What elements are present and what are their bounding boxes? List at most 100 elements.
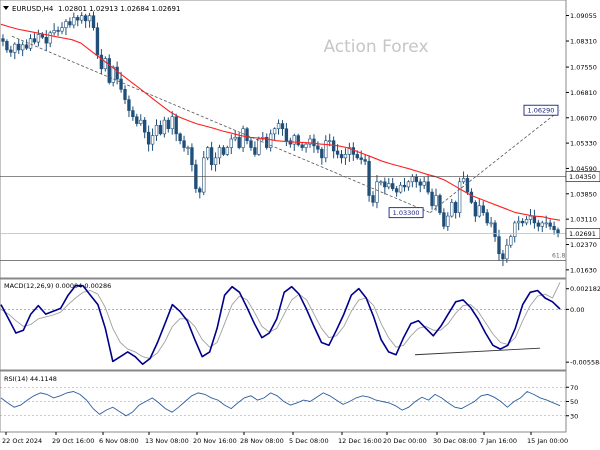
candle-body (485, 212, 489, 224)
candle-body (5, 41, 9, 51)
candle-body (320, 148, 324, 159)
candle-body (107, 58, 111, 83)
candle-body (95, 27, 100, 56)
dashed-trendline-up (429, 109, 561, 213)
candle-body (422, 181, 426, 186)
candle-body (221, 147, 226, 155)
candle-body (284, 128, 289, 142)
candle-body (394, 188, 399, 193)
chart-header: EURUSD,H4 1.02801 1.02913 1.02684 1.0269… (3, 5, 180, 13)
candle-body (146, 131, 151, 145)
candle-body (17, 43, 21, 51)
candle-body (131, 110, 135, 118)
candle-body (461, 178, 466, 183)
candle-body (9, 49, 13, 53)
candle-body (296, 135, 300, 146)
time-tick-label: 20 Nov 16:00 (193, 437, 237, 445)
price-tick-label: 1.09055 (570, 12, 597, 20)
candle-body (64, 21, 68, 28)
price-tick-label: 1.02370 (570, 241, 597, 249)
candle-body (143, 119, 147, 133)
symbol-label: EURUSD,H4 (12, 5, 54, 13)
collapse-triangle-icon[interactable] (3, 6, 9, 10)
candle-body (398, 184, 403, 193)
candle-body (123, 89, 127, 100)
candle-body (473, 202, 478, 217)
candle-body (520, 220, 525, 224)
candle-body (406, 181, 411, 188)
candle-body (115, 66, 119, 80)
candle-body (343, 154, 348, 159)
candle-body (135, 116, 139, 124)
candle-body (465, 178, 470, 193)
candle-body (1, 38, 5, 42)
candle-body (430, 191, 434, 207)
candle-body (497, 236, 501, 255)
candle-body (233, 136, 237, 140)
candle-body (24, 44, 29, 49)
candle-body (540, 222, 544, 227)
candle-body (316, 145, 320, 150)
candle-body (87, 15, 92, 22)
candle-body (544, 222, 548, 225)
candle-body (414, 176, 418, 183)
candle-body (391, 183, 395, 189)
candle-body (162, 119, 167, 135)
candle-body (516, 220, 521, 224)
candle-body (524, 219, 529, 224)
macd-tick-label: 0.002182 (570, 285, 600, 293)
candle-body (237, 136, 241, 148)
candle-body (292, 135, 296, 145)
candle-body (166, 119, 170, 130)
candle-body (205, 147, 210, 159)
candle-body (272, 128, 277, 135)
candle-body (536, 222, 541, 227)
candle-body (308, 138, 312, 145)
dashed-trendline-down (11, 35, 431, 214)
candle-body (28, 38, 33, 49)
candle-body (276, 123, 281, 130)
price-tick-label: 1.07550 (570, 64, 597, 72)
trough-103300-label: 1.03300 (393, 209, 420, 217)
time-tick-label: 7 Jan 16:00 (480, 437, 517, 445)
candle-body (371, 195, 375, 203)
candle-body (241, 128, 245, 148)
candle-body (13, 43, 17, 53)
level-104350-tag-label: 1.04350 (569, 173, 596, 181)
time-tick-label: 13 Nov 08:00 (145, 437, 189, 445)
time-tick-label: 12 Dec 16:00 (338, 437, 382, 445)
candle-body (40, 34, 45, 38)
candle-body (532, 215, 537, 224)
candle-body (324, 140, 328, 159)
candle-body (359, 157, 363, 160)
candle-body (457, 181, 462, 213)
time-tick-label: 22 Oct 2024 (2, 437, 42, 445)
candle-body (217, 147, 222, 159)
candle-body (52, 30, 56, 34)
candle-body (410, 176, 415, 183)
macd-tick-label: -0.005584 (570, 359, 600, 367)
candle-body (312, 138, 316, 147)
candle-body (213, 157, 218, 165)
candle-body (56, 30, 60, 32)
price-tick-label: 1.08310 (570, 38, 597, 46)
candle-body (300, 144, 304, 148)
candle-body (119, 78, 123, 90)
candle-body (60, 27, 64, 32)
candle-body (383, 181, 387, 188)
candle-body (528, 215, 533, 220)
candle-body (509, 236, 513, 246)
moving-average-line (0, 23, 561, 221)
price-tick-label: 1.01630 (570, 266, 597, 274)
candle-body (68, 21, 72, 26)
candle-body (501, 253, 505, 260)
rsi-title: RSI(14) 44.1148 (4, 375, 57, 383)
candle-body (363, 159, 367, 162)
candle-body (154, 125, 159, 136)
candle-body (111, 66, 115, 83)
candle-body (335, 150, 340, 155)
candle-body (44, 36, 48, 44)
candle-body (103, 58, 107, 70)
candle-body (202, 157, 206, 193)
candle-body (139, 119, 143, 124)
